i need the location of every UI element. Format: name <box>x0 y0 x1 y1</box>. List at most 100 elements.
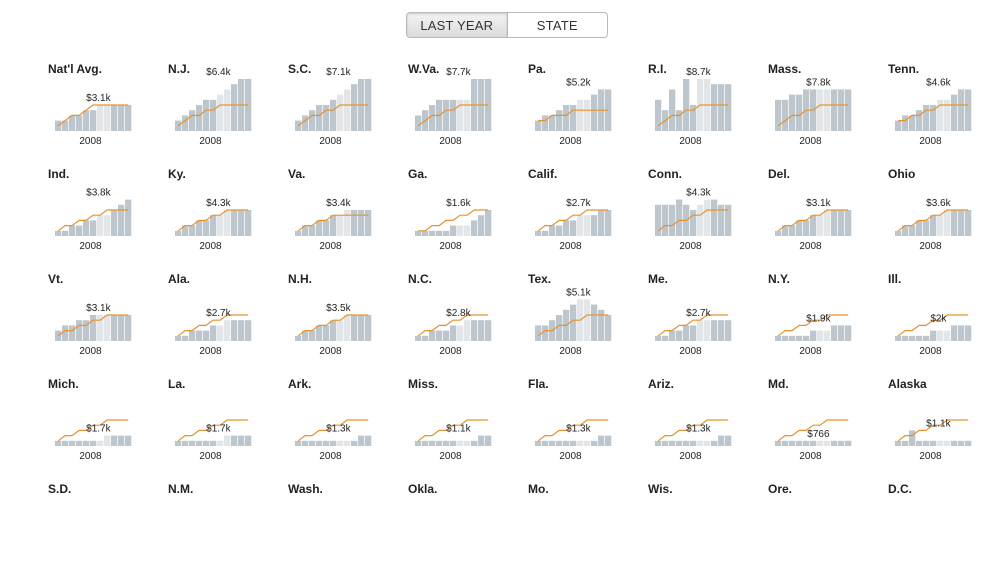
chart-cell[interactable]: Md. $766 2008 <box>768 377 878 477</box>
bar <box>436 230 443 236</box>
chart-cell[interactable]: Okla. <box>408 482 518 582</box>
sparkline-chart: $3.4k 2008 <box>295 198 372 252</box>
chart-cell[interactable]: Ky. $4.3k 2008 <box>168 167 278 267</box>
chart-cell[interactable]: Nat'l Avg. $3.1k 2008 <box>48 62 158 162</box>
chart-cell[interactable]: N.H. $3.5k 2008 <box>288 272 398 372</box>
chart-cell[interactable]: Calif. $2.7k 2008 <box>528 167 638 267</box>
bar <box>577 99 584 131</box>
chart-cell[interactable]: Va. $3.4k 2008 <box>288 167 398 267</box>
chart-cell[interactable]: Ark. $1.3k 2008 <box>288 377 398 477</box>
chart-cell[interactable]: Mich. $1.7k 2008 <box>48 377 158 477</box>
bar <box>316 105 323 131</box>
year-label: 2008 <box>679 241 702 252</box>
chart-cell[interactable]: W.Va. $7.7k 2008 <box>408 62 518 162</box>
bar <box>944 440 951 446</box>
chart-title: S.D. <box>48 482 72 496</box>
bar <box>789 225 796 236</box>
chart-cell[interactable]: N.J. $6.4k 2008 <box>168 62 278 162</box>
bar <box>535 230 542 236</box>
sparkline-chart: $1.3k 2008 <box>655 419 732 462</box>
year-label: 2008 <box>319 241 342 252</box>
bar <box>76 320 83 341</box>
bar <box>944 330 951 341</box>
value-label: $1.9k <box>806 313 831 324</box>
chart-cell[interactable]: Vt. $3.1k 2008 <box>48 272 158 372</box>
sparkline-chart: $1.9k 2008 <box>775 313 852 357</box>
bar <box>549 440 556 446</box>
bar <box>542 440 549 446</box>
bar <box>464 225 471 236</box>
bar <box>55 440 62 446</box>
chart-cell[interactable]: N.Y. $1.9k 2008 <box>768 272 878 372</box>
bar <box>782 335 789 341</box>
trend-line <box>898 104 969 122</box>
chart-cell[interactable]: Me. $2.7k 2008 <box>648 272 758 372</box>
bar <box>118 105 125 131</box>
chart-title: Tenn. <box>888 62 920 76</box>
bar <box>669 440 676 446</box>
bar <box>429 330 436 341</box>
bar <box>97 215 104 236</box>
chart-cell[interactable]: Fla. $1.3k 2008 <box>528 377 638 477</box>
chart-cell[interactable]: Ala. $2.7k 2008 <box>168 272 278 372</box>
state-button[interactable]: STATE <box>536 17 578 33</box>
bar <box>323 325 330 341</box>
bar <box>676 330 683 341</box>
bar <box>450 225 457 236</box>
bar <box>111 210 118 236</box>
bar <box>577 215 584 236</box>
chart-cell[interactable]: Ill. $2k 2008 <box>888 272 988 372</box>
chart-cell[interactable]: Ohio $3.6k 2008 <box>888 167 988 267</box>
bar <box>676 440 683 446</box>
chart-cell[interactable]: La. $1.7k 2008 <box>168 377 278 477</box>
bar <box>549 225 556 236</box>
chart-cell[interactable]: S.D. <box>48 482 158 582</box>
value-label: $1.7k <box>86 424 111 435</box>
bar <box>958 440 965 446</box>
chart-cell[interactable]: Del. $3.1k 2008 <box>768 167 878 267</box>
bar <box>175 230 182 236</box>
chart-cell[interactable]: Tex. $5.1k 2008 <box>528 272 638 372</box>
bar <box>351 440 358 446</box>
bar <box>351 210 358 236</box>
chart-cell[interactable]: R.I. $8.7k 2008 <box>648 62 758 162</box>
chart-cell[interactable]: Wash. <box>288 482 398 582</box>
chart-cell[interactable]: N.M. <box>168 482 278 582</box>
chart-cell[interactable]: N.C. $2.8k 2008 <box>408 272 518 372</box>
bar <box>182 335 189 341</box>
bar <box>111 435 118 446</box>
bar <box>810 215 817 236</box>
last-year-button[interactable]: LAST YEAR <box>407 13 508 37</box>
chart-cell[interactable]: Mass. $7.8k 2008 <box>768 62 878 162</box>
bar <box>725 435 732 446</box>
chart-cell[interactable]: Pa. $5.2k 2008 <box>528 62 638 162</box>
bar <box>415 440 422 446</box>
bar <box>62 440 69 446</box>
chart-cell[interactable]: Ind. $3.8k 2008 <box>48 167 158 267</box>
bar <box>965 440 972 446</box>
chart-cell[interactable]: Mo. <box>528 482 638 582</box>
chart-cell[interactable]: Wis. <box>648 482 758 582</box>
chart-cell[interactable]: Ariz. $1.3k 2008 <box>648 377 758 477</box>
chart-cell[interactable]: Alaska $1.1k 2008 <box>888 377 988 477</box>
bar <box>676 199 683 236</box>
chart-title: Wash. <box>288 482 323 496</box>
bar <box>90 220 97 236</box>
year-label: 2008 <box>559 346 582 357</box>
chart-title: Ariz. <box>648 377 675 391</box>
chart-cell[interactable]: Miss. $1.1k 2008 <box>408 377 518 477</box>
bar <box>97 440 104 446</box>
value-label: $3.1k <box>86 93 111 104</box>
bar <box>655 99 662 131</box>
chart-cell[interactable]: Tenn. $4.6k 2008 <box>888 62 988 162</box>
bar <box>831 325 838 341</box>
trend-line <box>297 214 369 232</box>
chart-cell[interactable]: Conn. $4.3k 2008 <box>648 167 758 267</box>
trend-line <box>897 314 969 337</box>
chart-cell[interactable]: S.C. $7.1k 2008 <box>288 62 398 162</box>
chart-cell[interactable]: Ore. <box>768 482 878 582</box>
bar <box>965 210 972 236</box>
bar <box>782 99 789 131</box>
chart-cell[interactable]: Ga. $1.6k 2008 <box>408 167 518 267</box>
chart-cell[interactable]: D.C. <box>888 482 988 582</box>
